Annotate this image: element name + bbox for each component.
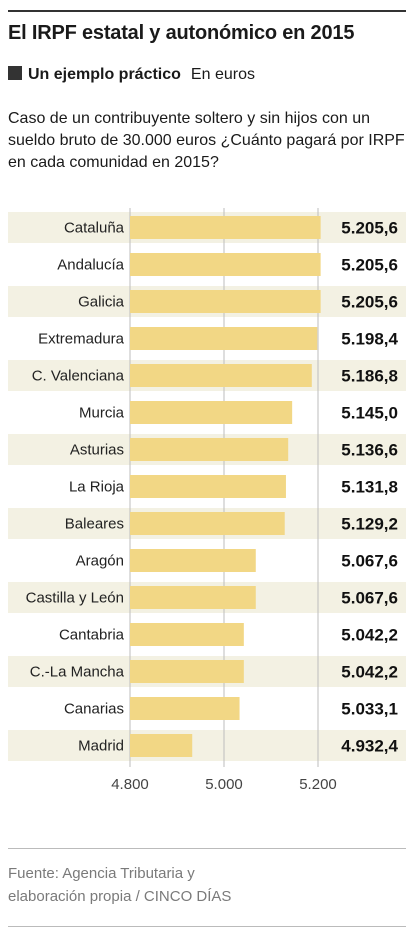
bar [130,290,321,313]
value-label: 5.205,6 [341,293,398,312]
value-label: 5.067,6 [341,552,398,571]
value-label: 5.186,8 [341,367,398,386]
bar [130,401,293,424]
value-label: 5.136,6 [341,441,398,460]
value-label: 5.198,4 [341,330,398,349]
bar [130,623,244,646]
row-stripe [8,730,406,761]
value-label: 5.129,2 [341,515,398,534]
category-label: Madrid [78,738,124,755]
value-label: 5.205,6 [341,219,398,238]
bar [130,364,312,387]
value-label: 5.067,6 [341,589,398,608]
x-tick-label: 5.200 [299,776,337,793]
value-label: 5.205,6 [341,256,398,275]
category-label: Aragón [76,553,124,570]
value-label: 5.042,2 [341,626,398,645]
bar [130,475,286,498]
value-label: 5.033,1 [341,700,398,719]
source-line-2: elaboración propia / CINCO DÍAS [8,888,232,905]
subtitle-square-icon [8,66,22,80]
chart-subtitle: Un ejemplo práctico [28,66,181,83]
value-label: 4.932,4 [341,737,398,756]
source-line-1: Fuente: Agencia Tributaria y [8,865,195,882]
bar [130,734,193,757]
value-label: 5.145,0 [341,404,398,423]
unit-label: En euros [190,66,255,83]
bar [130,512,285,535]
category-label: Canarias [64,701,124,718]
bar [130,697,240,720]
category-label: C.-La Mancha [30,664,125,681]
bar [130,549,256,572]
footer-rule [8,848,406,849]
bottom-rule [8,926,406,927]
category-label: C. Valenciana [32,368,125,385]
subtitle-row: Un ejemplo práctico En euros [8,66,255,84]
category-label: Murcia [79,405,125,422]
chart-description: Caso de un contribuyente soltero y sin h… [8,110,405,171]
bar-chart: Cataluña 5.205,6 Andalucía 5.205,6 Galicia 5.… [8,208,406,793]
value-label: 5.131,8 [341,478,398,497]
x-tick-label: 5.000 [205,776,243,793]
bar [130,216,321,239]
bar [130,438,289,461]
category-label: Baleares [65,516,124,533]
x-tick-label: 4.800 [111,776,149,793]
value-label: 5.042,2 [341,663,398,682]
category-label: Andalucía [57,257,124,274]
category-label: Cantabria [59,627,125,644]
bar [130,586,256,609]
chart-title: El IRPF estatal y autonómico en 2015 [8,22,355,44]
category-label: Extremadura [38,331,125,348]
source-note: Fuente: Agencia Tributaria y elaboración… [8,862,408,908]
bar [130,660,244,683]
category-label: Asturias [70,442,124,459]
top-rule [8,10,406,12]
bar [130,253,321,276]
category-label: La Rioja [69,479,125,496]
category-label: Galicia [78,294,125,311]
category-label: Castilla y León [26,590,124,607]
bar [130,327,318,350]
category-label: Cataluña [64,220,125,237]
